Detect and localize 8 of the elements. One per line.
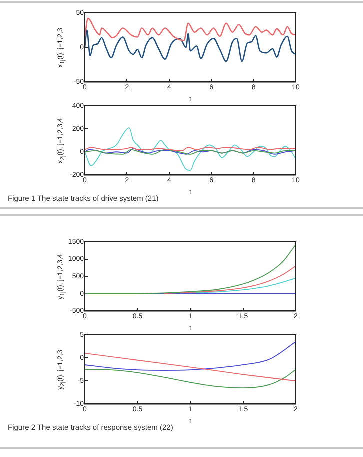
line-series [85, 353, 296, 382]
line-series [85, 369, 296, 389]
line-series [164, 266, 296, 294]
line-series [85, 127, 296, 172]
line-series [85, 18, 296, 42]
line-series [85, 30, 296, 62]
line-series [85, 244, 296, 294]
line-series [85, 341, 296, 371]
